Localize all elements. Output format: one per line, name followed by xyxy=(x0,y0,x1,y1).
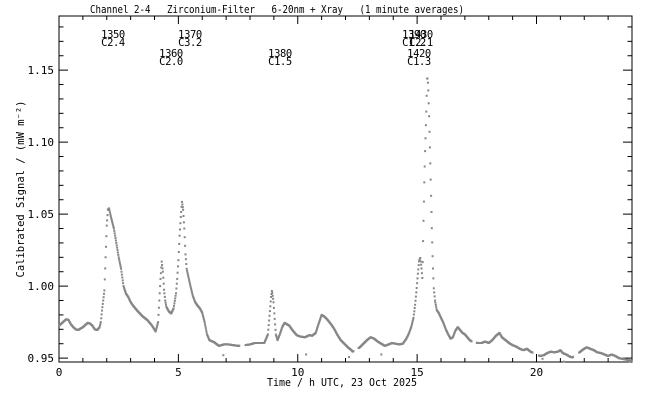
plot-frame xyxy=(58,15,633,363)
y-tick-label: 1.00 xyxy=(28,280,55,293)
flare-label: 1370 xyxy=(178,29,202,41)
flare-label: C2.4 xyxy=(101,37,125,49)
y-tick-label: 1.15 xyxy=(28,64,55,77)
flare-label: C1.3 xyxy=(407,56,431,68)
chart-title: Channel 2-4 Zirconium-Filter 6-20nm + Xr… xyxy=(90,3,464,16)
y-tick-label: 1.10 xyxy=(28,136,55,149)
x-tick-label: 0 xyxy=(56,366,63,379)
flare-label: C2.1 xyxy=(409,37,433,49)
flare-label: 1360 xyxy=(159,48,183,60)
data-points xyxy=(58,77,633,363)
x-tick-label: 10 xyxy=(291,366,304,379)
flare-label: 1430 xyxy=(409,29,433,41)
flare-label: C1.2 xyxy=(402,37,426,49)
flare-label: 1390 xyxy=(402,29,426,41)
x-tick-labels: 0 5 10 15 20 xyxy=(56,366,543,379)
y-axis-title: Calibrated Signal / (mW m⁻²) xyxy=(15,100,27,277)
flare-label: 1380 xyxy=(268,48,292,60)
y-tick-label: 0.95 xyxy=(28,352,55,365)
x-tick-label: 15 xyxy=(411,366,424,379)
x-tick-label: 5 xyxy=(175,366,182,379)
x-tick-label: 20 xyxy=(530,366,543,379)
flare-label: C2.0 xyxy=(159,56,183,68)
flare-label: C1.5 xyxy=(268,56,292,68)
y-tick-labels: 0.95 1.00 1.05 1.10 1.15 xyxy=(28,64,55,365)
flare-label: C3.2 xyxy=(178,37,202,49)
flare-label: 1420 xyxy=(407,48,431,60)
flare-label: 1350 xyxy=(101,29,125,41)
x-axis-title: Time / h UTC, 23 Oct 2025 xyxy=(267,376,417,389)
axis-ticks xyxy=(58,16,633,362)
y-tick-label: 1.05 xyxy=(28,208,55,221)
